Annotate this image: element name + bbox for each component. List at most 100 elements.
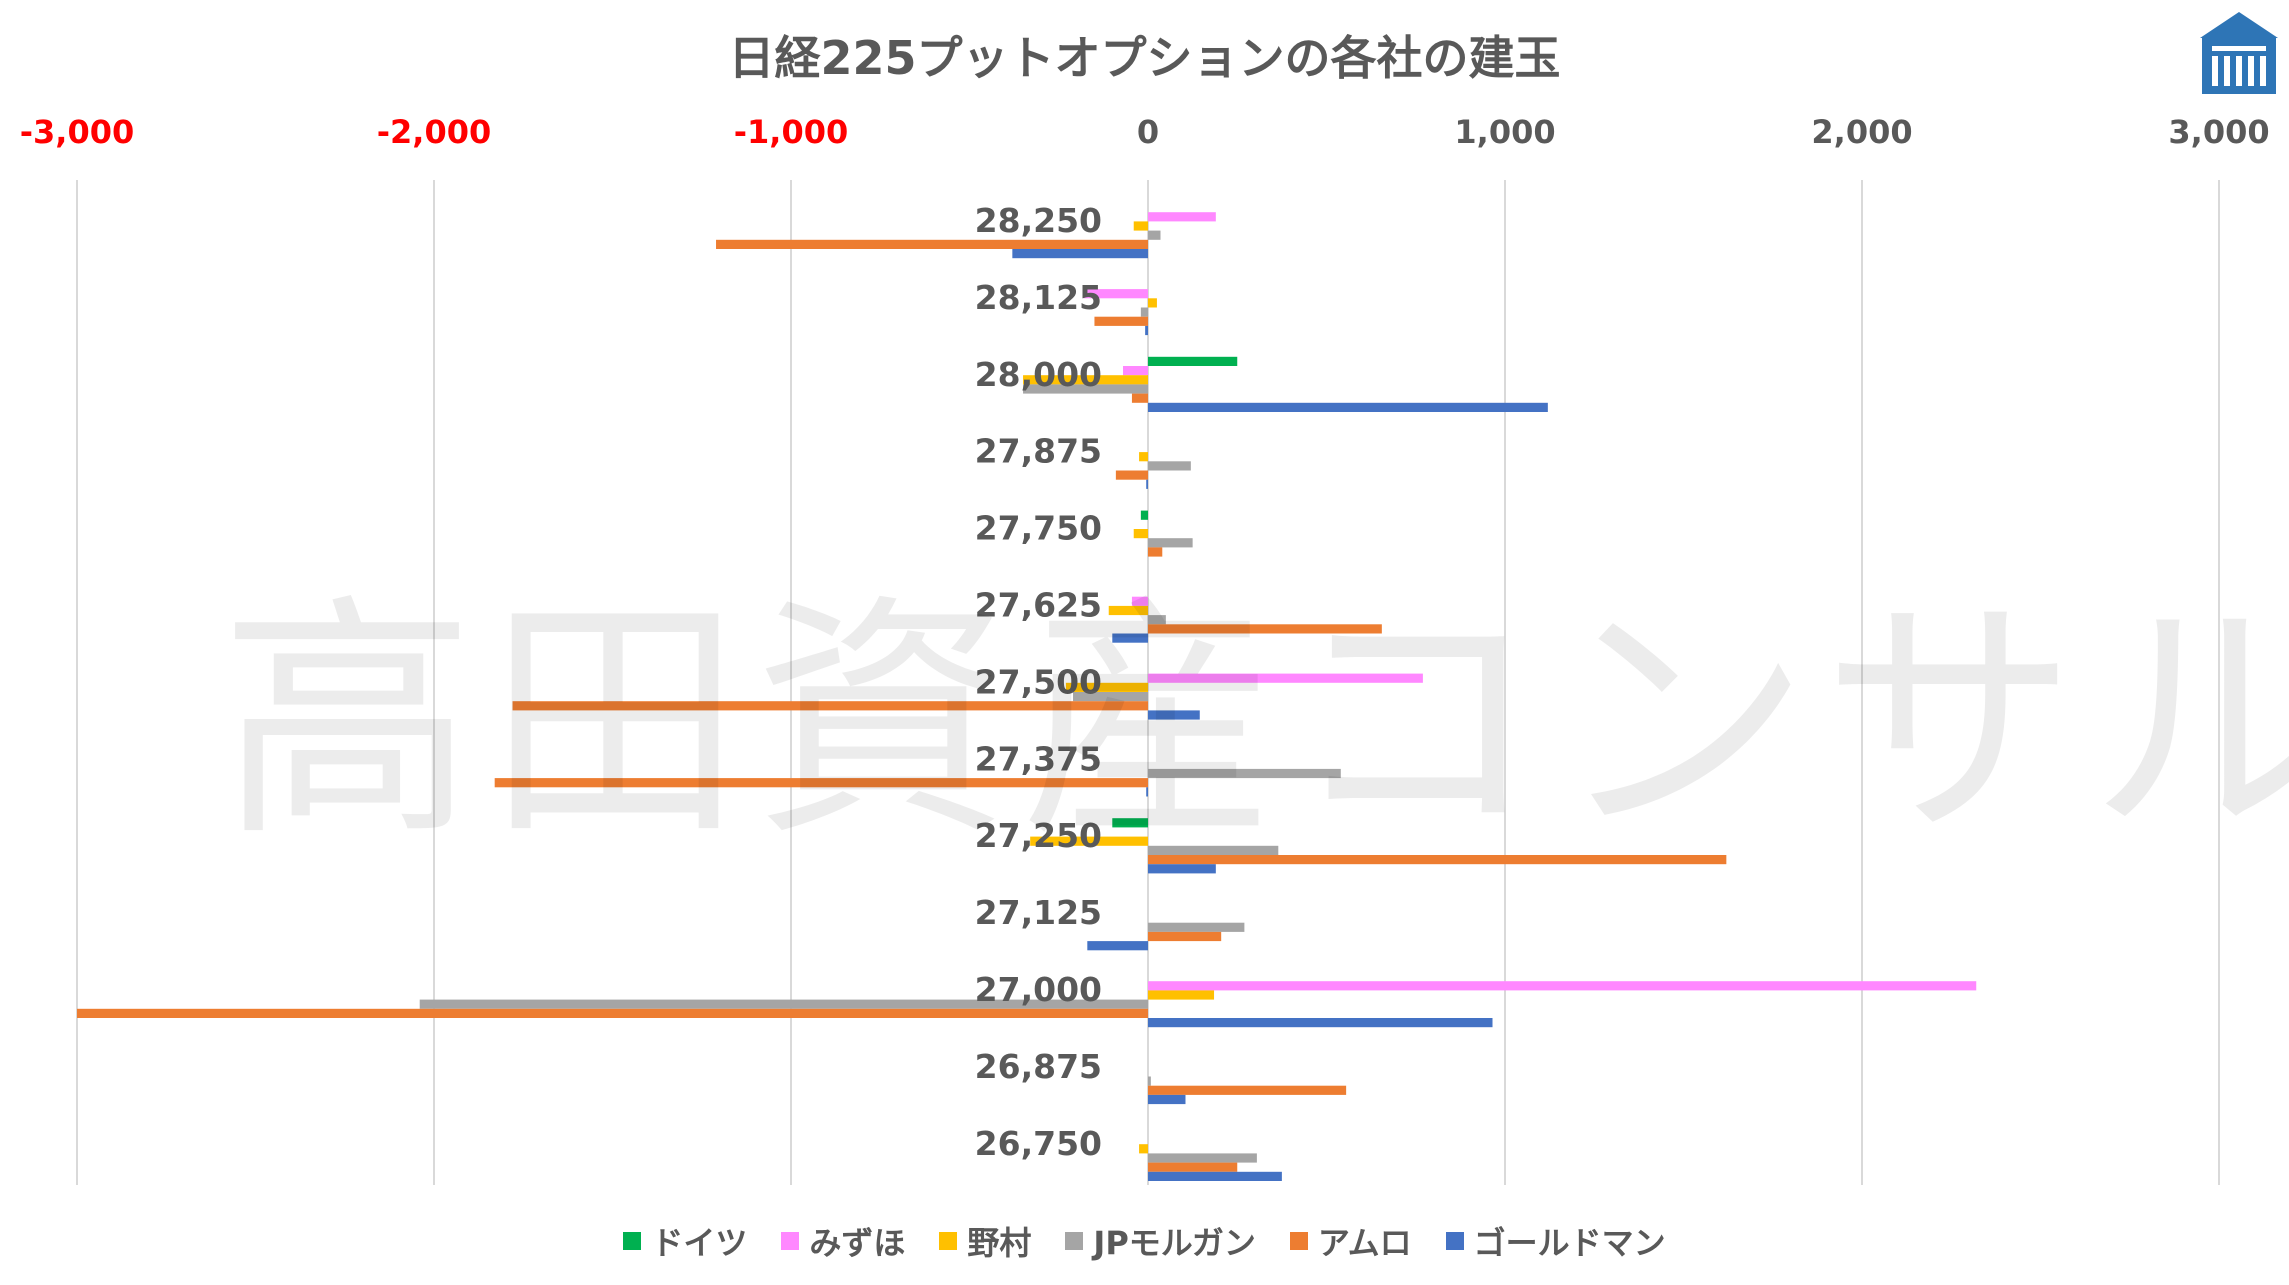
x-tick-label: 2,000 bbox=[1811, 113, 1912, 151]
legend-label: アムロ bbox=[1317, 1224, 1412, 1262]
y-tick-label: 27,875 bbox=[975, 432, 1102, 471]
bar-野村-28,125 bbox=[1148, 298, 1157, 308]
bar-アムロ-27,250 bbox=[1148, 855, 1727, 865]
bar-野村-27,250 bbox=[1030, 836, 1148, 846]
bar-JPモルガン-27,125 bbox=[1148, 922, 1245, 932]
bar-野村-28,000 bbox=[1023, 375, 1148, 385]
bar-ゴールドマン-27,250 bbox=[1148, 864, 1216, 874]
legend-swatch bbox=[939, 1232, 958, 1250]
bar-みずほ-28,125 bbox=[1083, 289, 1148, 299]
bar-ゴールドマン-27,500 bbox=[1148, 710, 1200, 720]
bar-ドイツ-28,000 bbox=[1148, 356, 1238, 366]
x-tick-label: 1,000 bbox=[1454, 113, 1555, 151]
bar-アムロ-27,875 bbox=[1115, 470, 1148, 480]
legend-label: ドイツ bbox=[651, 1224, 748, 1262]
bar-JPモルガン-27,625 bbox=[1148, 615, 1166, 625]
bar-JPモルガン-27,750 bbox=[1148, 538, 1193, 548]
bar-アムロ-28,125 bbox=[1094, 316, 1148, 326]
bar-ゴールドマン-26,750 bbox=[1148, 1171, 1282, 1181]
y-tick-label: 27,750 bbox=[975, 509, 1102, 548]
bar-アムロ-27,125 bbox=[1148, 931, 1222, 942]
y-tick-label: 28,125 bbox=[975, 278, 1102, 317]
y-tick-label: 28,250 bbox=[975, 201, 1102, 240]
bar-アムロ-26,875 bbox=[1148, 1085, 1347, 1095]
bar-アムロ-27,625 bbox=[1148, 624, 1382, 634]
bar-野村-26,750 bbox=[1139, 1144, 1148, 1154]
bar-JPモルガン-26,875 bbox=[1148, 1076, 1151, 1086]
y-tick-label: 27,125 bbox=[975, 893, 1102, 932]
legend: ドイツ みずほ 野村 JPモルガン アムロ ゴールドマン bbox=[0, 1218, 2289, 1264]
bar-ゴールドマン-27,875 bbox=[1146, 479, 1148, 489]
y-tick-label: 27,375 bbox=[975, 739, 1102, 778]
bar-アムロ-27,000 bbox=[77, 1008, 1148, 1018]
bar-JPモルガン-27,000 bbox=[419, 999, 1149, 1009]
bar-ゴールドマン-28,000 bbox=[1148, 402, 1548, 412]
bar-アムロ-27,375 bbox=[494, 778, 1148, 788]
chart-title: 日経225プットオプションの各社の建玉 bbox=[728, 31, 1561, 85]
legend-item: アムロ bbox=[1289, 1218, 1412, 1264]
bar-ゴールドマン-27,000 bbox=[1148, 1018, 1493, 1028]
legend-swatch bbox=[1289, 1232, 1308, 1250]
bar-JPモルガン-27,875 bbox=[1148, 461, 1191, 471]
legend-item: ドイツ bbox=[623, 1218, 747, 1264]
bar-アムロ-28,000 bbox=[1131, 393, 1148, 403]
legend-swatch bbox=[1065, 1232, 1084, 1250]
legend-item: JPモルガン bbox=[1065, 1218, 1256, 1264]
legend-label: 野村 bbox=[967, 1224, 1032, 1262]
bar-野村-27,500 bbox=[1065, 682, 1148, 692]
legend-label: みずほ bbox=[809, 1224, 906, 1262]
legend-label: JPモルガン bbox=[1093, 1224, 1256, 1262]
bar-JPモルガン-26,750 bbox=[1148, 1153, 1257, 1163]
x-tick-label: -3,000 bbox=[20, 113, 135, 151]
y-tick-label: 27,625 bbox=[975, 586, 1102, 625]
bar-みずほ-27,000 bbox=[1148, 981, 1977, 991]
bar-ゴールドマン-27,375 bbox=[1146, 787, 1148, 797]
bar-アムロ-26,750 bbox=[1148, 1162, 1238, 1172]
bar-みずほ-28,000 bbox=[1123, 366, 1148, 376]
x-tick-label: -2,000 bbox=[377, 113, 492, 151]
y-tick-label: 26,750 bbox=[975, 1124, 1102, 1163]
temple-logo-icon bbox=[2200, 12, 2278, 94]
legend-swatch bbox=[781, 1232, 800, 1250]
bar-JPモルガン-27,250 bbox=[1148, 845, 1279, 855]
y-tick-label: 28,000 bbox=[975, 355, 1102, 394]
x-tick-label: -1,000 bbox=[734, 113, 849, 151]
legend-item: みずほ bbox=[781, 1218, 905, 1264]
y-tick-label: 27,000 bbox=[975, 970, 1102, 1009]
bar-みずほ-27,500 bbox=[1148, 673, 1423, 683]
bar-ゴールドマン-27,125 bbox=[1087, 941, 1148, 951]
bar-ゴールドマン-27,625 bbox=[1112, 633, 1148, 643]
bar-ドイツ-27,750 bbox=[1140, 510, 1148, 520]
legend-swatch bbox=[1445, 1232, 1464, 1250]
bar-野村-28,250 bbox=[1133, 221, 1148, 231]
bar-アムロ-28,250 bbox=[716, 239, 1148, 249]
bar-JPモルガン-27,500 bbox=[1073, 692, 1148, 702]
bar-ゴールドマン-28,250 bbox=[1012, 249, 1148, 259]
bar-アムロ-27,500 bbox=[512, 701, 1148, 711]
bar-ゴールドマン-26,875 bbox=[1148, 1094, 1186, 1105]
y-tick-label: 27,500 bbox=[975, 662, 1102, 701]
bar-野村-27,875 bbox=[1139, 452, 1148, 462]
bar-みずほ-27,625 bbox=[1131, 596, 1148, 606]
x-tick-label: 0 bbox=[1137, 113, 1159, 151]
bar-JPモルガン-28,000 bbox=[1023, 384, 1148, 394]
bar-ドイツ-27,250 bbox=[1112, 818, 1148, 828]
legend-item: ゴールドマン bbox=[1445, 1218, 1666, 1264]
bar-みずほ-28,250 bbox=[1148, 212, 1216, 222]
legend-item: 野村 bbox=[939, 1218, 1031, 1264]
bar-野村-27,000 bbox=[1148, 990, 1215, 1000]
legend-swatch bbox=[623, 1232, 642, 1250]
bar-JPモルガン-28,125 bbox=[1140, 307, 1148, 317]
bar-野村-27,625 bbox=[1108, 605, 1148, 616]
bar-アムロ-27,750 bbox=[1148, 547, 1163, 557]
legend-label: ゴールドマン bbox=[1473, 1224, 1666, 1262]
bar-ゴールドマン-28,125 bbox=[1145, 325, 1148, 336]
x-tick-label: 3,000 bbox=[2168, 113, 2269, 151]
y-tick-label: 26,875 bbox=[975, 1047, 1102, 1086]
watermark-text: 高田資産コンサル bbox=[220, 574, 2289, 871]
bar-JPモルガン-27,375 bbox=[1148, 768, 1341, 779]
bar-JPモルガン-28,250 bbox=[1148, 230, 1161, 240]
y-tick-label: 27,250 bbox=[975, 816, 1102, 855]
bar-野村-27,750 bbox=[1133, 529, 1148, 539]
